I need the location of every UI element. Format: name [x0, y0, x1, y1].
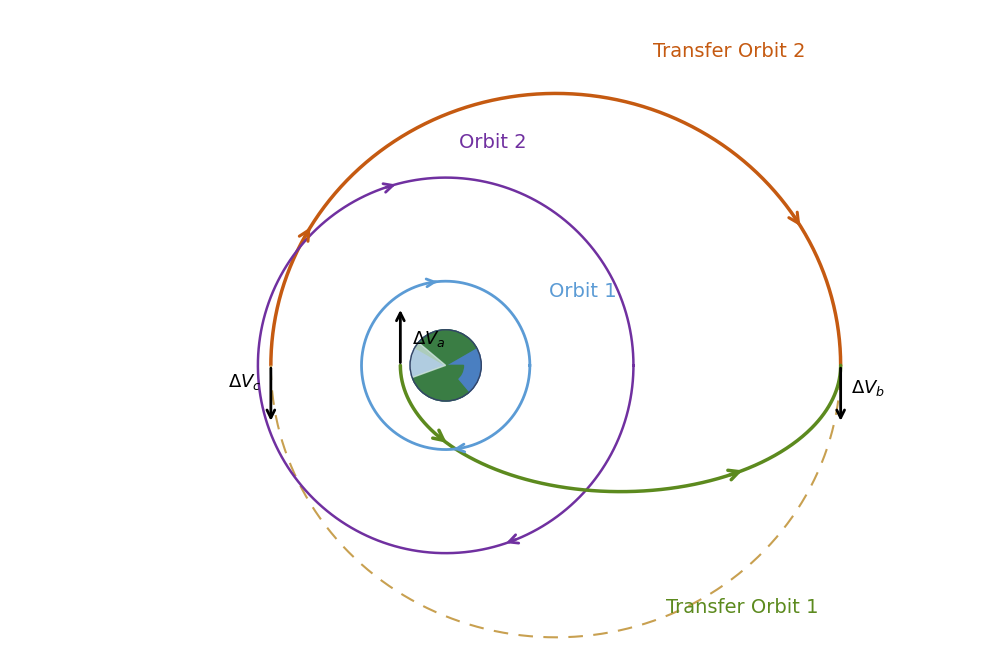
Wedge shape — [410, 342, 446, 378]
Text: $\Delta V_a$: $\Delta V_a$ — [412, 330, 446, 350]
Text: $\Delta V_c$: $\Delta V_c$ — [228, 372, 261, 392]
Circle shape — [410, 330, 481, 401]
Wedge shape — [412, 366, 468, 401]
Text: Orbit 1: Orbit 1 — [549, 282, 617, 300]
Wedge shape — [414, 330, 476, 366]
Text: Transfer Orbit 2: Transfer Orbit 2 — [653, 42, 805, 61]
Wedge shape — [440, 366, 464, 383]
Text: Orbit 2: Orbit 2 — [459, 133, 526, 152]
Text: Transfer Orbit 1: Transfer Orbit 1 — [666, 599, 818, 617]
Text: $\Delta V_b$: $\Delta V_b$ — [851, 378, 885, 398]
